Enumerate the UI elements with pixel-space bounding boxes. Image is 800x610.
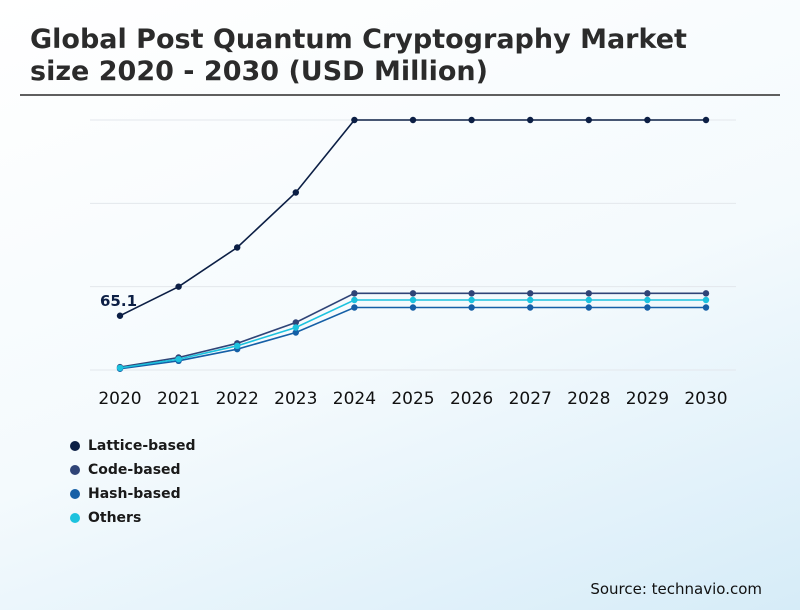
source-label: Source: technavio.com bbox=[590, 580, 762, 598]
title-line-2: size 2020 - 2030 (USD Million) bbox=[30, 56, 488, 87]
x-tick-label: 2025 bbox=[391, 389, 434, 409]
legend-label: Lattice-based bbox=[88, 438, 196, 454]
point-code-based-2030 bbox=[702, 290, 710, 297]
point-others-2030 bbox=[702, 296, 710, 304]
label-layer: 65.1 bbox=[100, 292, 137, 310]
legend-label: Others bbox=[88, 510, 142, 526]
legend-item: Others bbox=[70, 506, 195, 530]
legend-dot-icon bbox=[70, 441, 80, 451]
legend-item: Code-based bbox=[70, 458, 195, 482]
legend-dot-icon bbox=[70, 465, 80, 475]
point-others-2026 bbox=[468, 296, 475, 304]
point-others-2020 bbox=[116, 364, 124, 372]
x-tick-label: 2022 bbox=[216, 389, 259, 409]
point-others-2021 bbox=[175, 355, 182, 363]
point-code-based-2026 bbox=[468, 290, 475, 297]
chart-title: Global Post Quantum Cryptography Market … bbox=[30, 24, 770, 88]
point-lattice-based-2028 bbox=[585, 116, 592, 124]
point-lattice-based-2030 bbox=[702, 116, 710, 124]
series-layer bbox=[116, 116, 710, 372]
point-hash-based-2024 bbox=[351, 304, 358, 311]
legend-item: Hash-based bbox=[70, 482, 195, 506]
legend-label: Hash-based bbox=[88, 486, 181, 502]
point-lattice-based-2023 bbox=[292, 189, 299, 196]
point-lattice-based-2024 bbox=[351, 116, 358, 124]
point-lattice-based-2020 bbox=[116, 312, 124, 319]
point-others-2027 bbox=[527, 296, 534, 304]
x-tick-label: 2023 bbox=[274, 389, 317, 409]
point-hash-based-2026 bbox=[468, 304, 475, 311]
point-lattice-based-2026 bbox=[468, 116, 475, 124]
legend-dot-icon bbox=[70, 489, 80, 499]
point-lattice-based-2021 bbox=[175, 283, 182, 290]
point-others-2029 bbox=[644, 296, 651, 304]
x-tick-label: 2024 bbox=[333, 389, 376, 409]
data-label: 65.1 bbox=[100, 292, 137, 310]
x-tick-label: 2026 bbox=[450, 389, 493, 409]
x-tick-label: 2021 bbox=[157, 389, 200, 409]
gridlines bbox=[90, 119, 736, 371]
x-axis: 2020 2021 2022 2023 2024 2025 2026 2027 2028 2029… bbox=[98, 389, 727, 409]
point-others-2028 bbox=[585, 296, 592, 304]
x-tick-label: 2029 bbox=[626, 389, 669, 409]
x-tick-label: 2027 bbox=[509, 389, 552, 409]
legend-dot-icon bbox=[70, 513, 80, 523]
point-others-2023 bbox=[292, 324, 299, 331]
point-others-2024 bbox=[351, 296, 358, 304]
point-hash-based-2029 bbox=[644, 304, 651, 311]
point-hash-based-2025 bbox=[409, 304, 417, 311]
point-code-based-2025 bbox=[409, 290, 417, 297]
point-hash-based-2028 bbox=[585, 304, 592, 311]
x-tick-label: 2028 bbox=[567, 389, 610, 409]
point-hash-based-2030 bbox=[702, 304, 710, 311]
point-lattice-based-2029 bbox=[644, 116, 651, 124]
point-hash-based-2027 bbox=[527, 304, 534, 311]
point-code-based-2023 bbox=[292, 319, 299, 326]
point-hash-based-2023 bbox=[292, 329, 299, 336]
point-code-based-2029 bbox=[644, 290, 651, 297]
legend: Lattice-based Code-based Hash-based Others bbox=[70, 434, 195, 530]
series-line-hash-based bbox=[119, 306, 706, 370]
point-code-based-2024 bbox=[351, 290, 358, 297]
point-lattice-based-2025 bbox=[409, 116, 417, 124]
legend-item: Lattice-based bbox=[70, 434, 195, 458]
point-lattice-based-2027 bbox=[527, 116, 534, 124]
point-code-based-2028 bbox=[585, 290, 592, 297]
x-tick-label: 2020 bbox=[98, 389, 141, 409]
line-chart: 65.1 2020 2021 2022 2023 2024 2025 2026 2027 202… bbox=[90, 116, 736, 409]
point-code-based-2027 bbox=[527, 290, 534, 297]
legend-label: Code-based bbox=[88, 462, 181, 478]
x-tick-label: 2030 bbox=[684, 389, 727, 409]
title-line-1: Global Post Quantum Cryptography Market bbox=[30, 24, 687, 55]
point-lattice-based-2022 bbox=[234, 244, 241, 251]
title-divider bbox=[20, 94, 780, 96]
point-others-2025 bbox=[409, 296, 417, 304]
point-others-2022 bbox=[234, 342, 241, 350]
